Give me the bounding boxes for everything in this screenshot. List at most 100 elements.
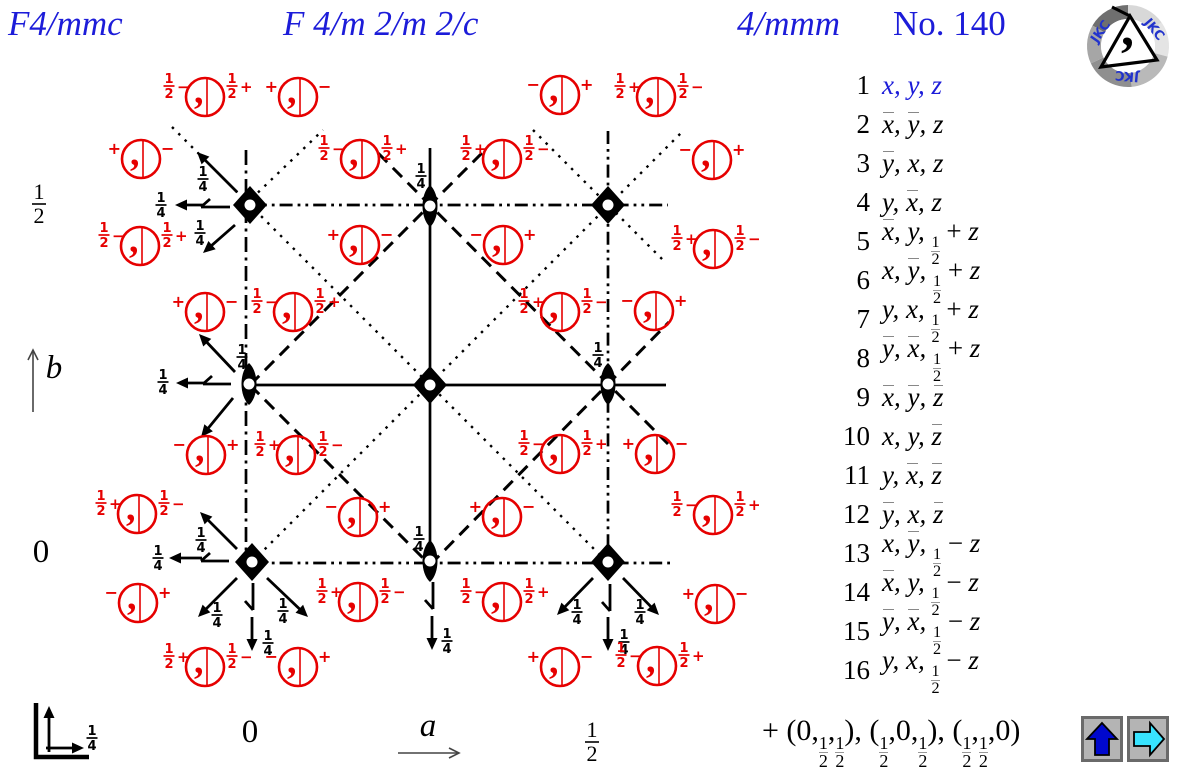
rotation-axis-symbols: [233, 185, 625, 582]
svg-text:−: −: [265, 647, 278, 666]
svg-text:1: 1: [263, 629, 272, 644]
svg-text:−: −: [325, 497, 338, 516]
position-coordinates: x, y, z: [882, 70, 942, 100]
centering-translations: + (0, 1 2, 1 2), (1 2,0, 1 2), (1 2, 1 2,0): [762, 714, 1021, 770]
svg-text:1: 1: [735, 224, 744, 239]
position-number: 15: [843, 616, 870, 646]
general-position-site: , + −: [172, 285, 238, 333]
svg-text:1: 1: [158, 368, 167, 383]
svg-text:2: 2: [519, 444, 528, 459]
svg-text:+: +: [685, 230, 698, 248]
svg-text:4: 4: [196, 541, 205, 556]
svg-text:−: −: [691, 78, 704, 96]
position-number: 13: [843, 538, 870, 568]
svg-text:,: ,: [287, 70, 297, 112]
svg-text:2: 2: [99, 236, 108, 251]
svg-text:4: 4: [278, 612, 287, 627]
general-position-site: ,12 +12−: [316, 575, 406, 623]
twofold-axis-arrows: [169, 152, 659, 651]
svg-text:2: 2: [164, 87, 173, 102]
svg-text:4: 4: [572, 613, 581, 628]
svg-text:+: +: [330, 583, 343, 601]
svg-text:2: 2: [735, 505, 744, 520]
svg-text:4: 4: [87, 739, 96, 754]
positions-list: 1 x, y, z 2 x, y, z 3 y, x, z 4 y, x, z 5 x, y, 1…: [834, 66, 1174, 696]
svg-text:1: 1: [587, 717, 598, 742]
svg-text:1: 1: [315, 287, 324, 302]
svg-text:2: 2: [672, 505, 681, 520]
position-row: 4 y, x, z: [834, 183, 1174, 222]
svg-text:2: 2: [380, 592, 389, 607]
svg-text:,: ,: [194, 70, 204, 112]
position-coordinates: y, x, z: [882, 187, 942, 217]
point-group-label: 4/mmm: [737, 4, 841, 43]
svg-text:1: 1: [195, 219, 204, 234]
svg-text:−: −: [532, 435, 545, 453]
position-number: 8: [856, 343, 871, 373]
svg-text:1: 1: [96, 489, 105, 504]
svg-text:2: 2: [524, 592, 533, 607]
svg-text:+: +: [580, 75, 593, 94]
svg-text:1: 1: [672, 224, 681, 239]
position-number: 14: [843, 577, 870, 607]
svg-text:1: 1: [212, 601, 221, 616]
svg-text:1: 1: [615, 72, 624, 87]
svg-text:−: −: [685, 496, 698, 514]
svg-text:1: 1: [380, 577, 389, 592]
position-coordinates: x, y, z: [882, 382, 944, 412]
svg-text:+: +: [469, 497, 482, 516]
svg-text:1: 1: [317, 577, 326, 592]
svg-text:,: ,: [130, 132, 140, 174]
svg-text:−: −: [225, 292, 238, 311]
svg-text:b: b: [46, 350, 63, 386]
svg-text:+: +: [327, 225, 340, 244]
svg-text:−: −: [393, 583, 406, 601]
svg-text:1: 1: [227, 642, 236, 657]
svg-text:2: 2: [461, 149, 470, 164]
svg-text:,: ,: [282, 285, 292, 327]
svg-text:4: 4: [416, 177, 425, 192]
svg-text:4: 4: [198, 180, 207, 195]
svg-text:,: ,: [285, 428, 295, 470]
svg-text:2: 2: [227, 87, 236, 102]
svg-text:−: −: [105, 583, 118, 602]
svg-text:2: 2: [461, 592, 470, 607]
svg-text:2: 2: [315, 302, 324, 317]
svg-text:,: ,: [704, 577, 714, 619]
svg-text:2: 2: [679, 656, 688, 671]
nav-next-button[interactable]: [1127, 716, 1169, 762]
svg-text:2: 2: [96, 504, 105, 519]
svg-text:2: 2: [582, 302, 591, 317]
general-position-site: , + −: [469, 490, 535, 538]
general-position-site: ,− +: [470, 218, 536, 266]
general-position-sites: ,12−12 + ,+ − ,− + ,12 +12 −,+ − ,12−12 + ,12 +12− ,− +…: [95, 68, 761, 688]
svg-text:+: +: [595, 435, 608, 453]
svg-text:2: 2: [227, 657, 236, 672]
nav-up-button[interactable]: [1081, 716, 1123, 762]
svg-text:−: −: [173, 435, 186, 454]
svg-text:4: 4: [263, 644, 272, 659]
general-position-site: ,12−12 +: [251, 285, 341, 333]
position-number: 1: [856, 70, 871, 100]
general-position-site: ,12 +12−: [95, 487, 185, 535]
general-position-site: ,− +: [679, 133, 745, 181]
svg-text:−: −: [580, 647, 593, 666]
svg-text:−: −: [177, 78, 190, 96]
svg-text:1: 1: [156, 191, 165, 206]
general-position-site: , + −: [527, 640, 593, 688]
svg-text:,: ,: [491, 575, 501, 617]
svg-text:+: +: [268, 436, 281, 454]
svg-text:−: −: [240, 648, 253, 666]
svg-text:,: ,: [549, 68, 559, 110]
svg-text:1: 1: [196, 526, 205, 541]
symmetry-lines: [171, 126, 684, 579]
position-number: 2: [856, 109, 871, 139]
svg-text:1: 1: [164, 642, 173, 657]
